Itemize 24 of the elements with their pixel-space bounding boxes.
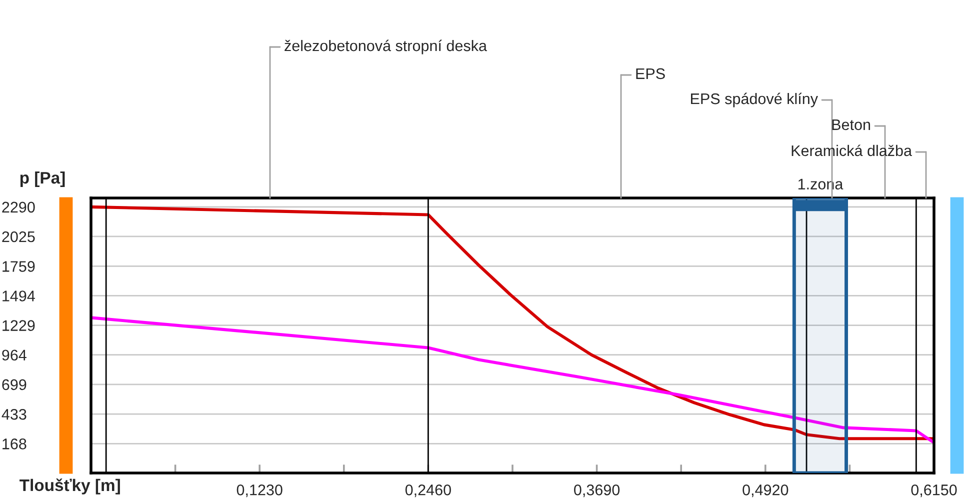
x-tick-label: 0,6150 (911, 484, 957, 498)
text: Beton (832, 119, 870, 130)
x-tick-label: 0,3690 (574, 484, 620, 498)
x-axis-title: Tloušťky [m] (20, 478, 120, 494)
y-tick-label: 2025 (2, 231, 35, 242)
y-tick-label: 964 (2, 350, 26, 361)
line-series (91, 316, 934, 444)
y-tick-label: 1229 (2, 320, 35, 331)
text: Keramická dlažba (792, 144, 912, 156)
text: EPS spádové klíny (691, 92, 818, 108)
x-tick-label: 0,1230 (236, 484, 282, 498)
line-series (91, 205, 934, 440)
y-tick-label: 1494 (2, 290, 35, 302)
y-tick-label: 2290 (2, 202, 35, 213)
y-tick-label: 699 (2, 379, 26, 390)
y-axis-title: p [Pa] (20, 171, 65, 187)
text: EPS (636, 68, 665, 80)
x-tick-label: 0,2460 (405, 484, 451, 498)
text: železobetonová stropní deska (284, 40, 487, 54)
y-tick-label: 433 (2, 408, 26, 420)
y-tick-label: 1759 (2, 261, 35, 272)
x-tick-label: 0,4920 (742, 484, 788, 498)
y-tick-label: 168 (2, 438, 26, 450)
band-label: 1.zona (798, 178, 844, 190)
